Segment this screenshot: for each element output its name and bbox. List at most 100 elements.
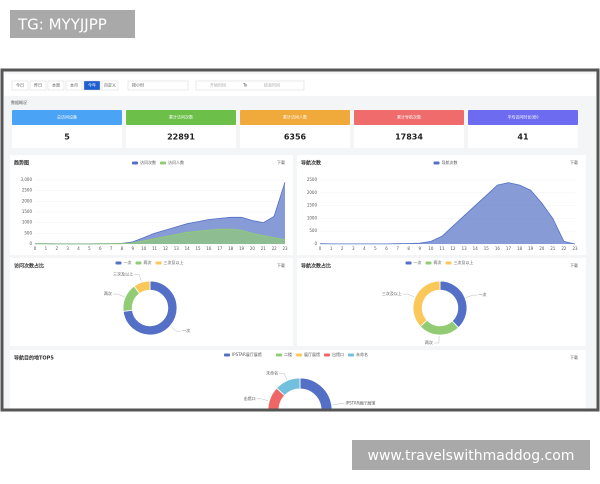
legend-swatch xyxy=(224,353,230,357)
donut-slice xyxy=(276,377,301,397)
slice-label: 一次 xyxy=(182,327,190,333)
card-label: 总访问设备 xyxy=(57,114,77,120)
start-date: 开始时间 xyxy=(210,82,226,88)
card-header xyxy=(126,110,236,125)
x-tick-label: 7 xyxy=(110,246,113,251)
panel-title: 访问次数占比 xyxy=(14,263,44,270)
slice-label: 两次 xyxy=(425,339,433,345)
slice-label: 两次 xyxy=(104,290,112,296)
x-tick-label: 16 xyxy=(206,246,212,251)
legend-swatch xyxy=(115,261,122,265)
range-button[interactable] xyxy=(65,80,83,91)
x-tick-label: 19 xyxy=(239,246,245,251)
x-tick-label: 3 xyxy=(66,246,69,251)
leader-line xyxy=(465,294,478,298)
card-value: 6356 xyxy=(284,133,307,142)
range-button[interactable] xyxy=(29,80,47,91)
watermark-box xyxy=(10,10,135,38)
panel-title: 趋势图 xyxy=(13,160,29,167)
area-fill xyxy=(35,229,285,244)
x-tick-label: 11 xyxy=(152,246,158,251)
y-tick-label: 2000 xyxy=(307,190,318,195)
y-tick-label: 1000 xyxy=(307,215,318,220)
section-title: 数据概况 xyxy=(11,99,27,105)
date-range[interactable] xyxy=(195,80,305,91)
leader-line xyxy=(134,274,142,282)
granularity-select[interactable] xyxy=(127,80,189,91)
card-label: 平均访问时长(秒) xyxy=(507,114,539,120)
leader-line xyxy=(261,428,272,432)
x-tick-label: 3 xyxy=(352,246,355,251)
slice-label: 一次 xyxy=(479,291,487,297)
slice-label: 三次及以上 xyxy=(113,271,133,277)
legend-swatch xyxy=(160,161,166,165)
x-tick-label: 23 xyxy=(282,246,288,251)
range-button-label: 今年 xyxy=(88,82,96,88)
legend-label: 未命名 xyxy=(356,351,368,357)
y-tick-label: 1000 xyxy=(22,220,33,225)
y-tick-label: 1500 xyxy=(22,209,33,214)
range-button-label: 自定义 xyxy=(104,82,116,88)
card-label: 累计导航次数 xyxy=(397,114,421,120)
x-tick-label: 20 xyxy=(539,246,545,251)
range-button[interactable] xyxy=(83,80,101,91)
x-tick-label: 1 xyxy=(330,246,333,251)
donut-slice xyxy=(133,280,151,295)
x-tick-label: 6 xyxy=(385,246,388,251)
y-tick-label: 1500 xyxy=(307,203,318,208)
x-tick-label: 10 xyxy=(428,246,434,251)
slice-label: 未命名 xyxy=(266,369,278,375)
download[interactable]: 下载 xyxy=(570,262,578,268)
range-button-label: 今日 xyxy=(16,82,24,88)
legend-swatch xyxy=(155,261,162,265)
x-tick-label: 13 xyxy=(462,246,468,251)
x-tick-label: 2 xyxy=(55,246,58,251)
x-tick-label: 0 xyxy=(319,246,322,251)
x-tick-label: 22 xyxy=(272,246,278,251)
panel-title: 导航目的地TOP5 xyxy=(14,355,54,362)
x-tick-label: 20 xyxy=(250,246,256,251)
legend-label: 访问次数 xyxy=(140,159,156,165)
legend-label: 导航次数 xyxy=(442,159,458,165)
download[interactable]: 下载 xyxy=(277,262,285,268)
x-tick-label: 9 xyxy=(419,246,422,251)
legend-label: 二楼 xyxy=(284,351,292,357)
slice-label: 展厅展馆 xyxy=(244,427,260,433)
donut-slice xyxy=(269,414,288,436)
range-button[interactable] xyxy=(101,80,119,91)
range-button-label: 本月 xyxy=(70,82,78,88)
range-button[interactable] xyxy=(47,80,65,91)
watermark: www.travelswithmaddog.com xyxy=(368,448,575,464)
legend-swatch xyxy=(445,261,452,265)
y-tick-label: 0 xyxy=(314,241,317,246)
download[interactable]: 下载 xyxy=(570,159,578,165)
legend-swatch xyxy=(276,353,282,357)
area-fill xyxy=(320,182,575,244)
download[interactable]: 下载 xyxy=(570,354,578,360)
x-tick-label: 15 xyxy=(484,246,490,251)
x-tick-label: 14 xyxy=(185,246,191,251)
range-button[interactable] xyxy=(11,80,29,91)
legend-label: 出馆口 xyxy=(332,351,344,357)
leader-line xyxy=(170,326,182,332)
donut-slice xyxy=(281,427,310,442)
x-tick-label: 12 xyxy=(163,246,169,251)
legend-label: 一次 xyxy=(124,259,132,265)
x-tick-label: 5 xyxy=(374,246,377,251)
y-tick-label: 500 xyxy=(24,230,32,235)
legend-swatch xyxy=(324,353,330,357)
leader-line xyxy=(256,398,269,401)
x-tick-label: 8 xyxy=(121,246,124,251)
leader-line xyxy=(332,403,345,406)
legend-swatch xyxy=(405,261,412,265)
legend-label: 两次 xyxy=(434,259,442,265)
watermark-box xyxy=(352,440,590,470)
x-tick-label: 9 xyxy=(132,246,135,251)
series-line xyxy=(319,182,576,245)
y-tick-label: 2500 xyxy=(22,188,33,193)
area-fill xyxy=(35,182,285,244)
x-tick-label: 4 xyxy=(77,246,80,251)
x-tick-label: 23 xyxy=(572,246,578,251)
x-tick-label: 17 xyxy=(506,246,512,251)
download[interactable]: 下载 xyxy=(277,159,285,165)
